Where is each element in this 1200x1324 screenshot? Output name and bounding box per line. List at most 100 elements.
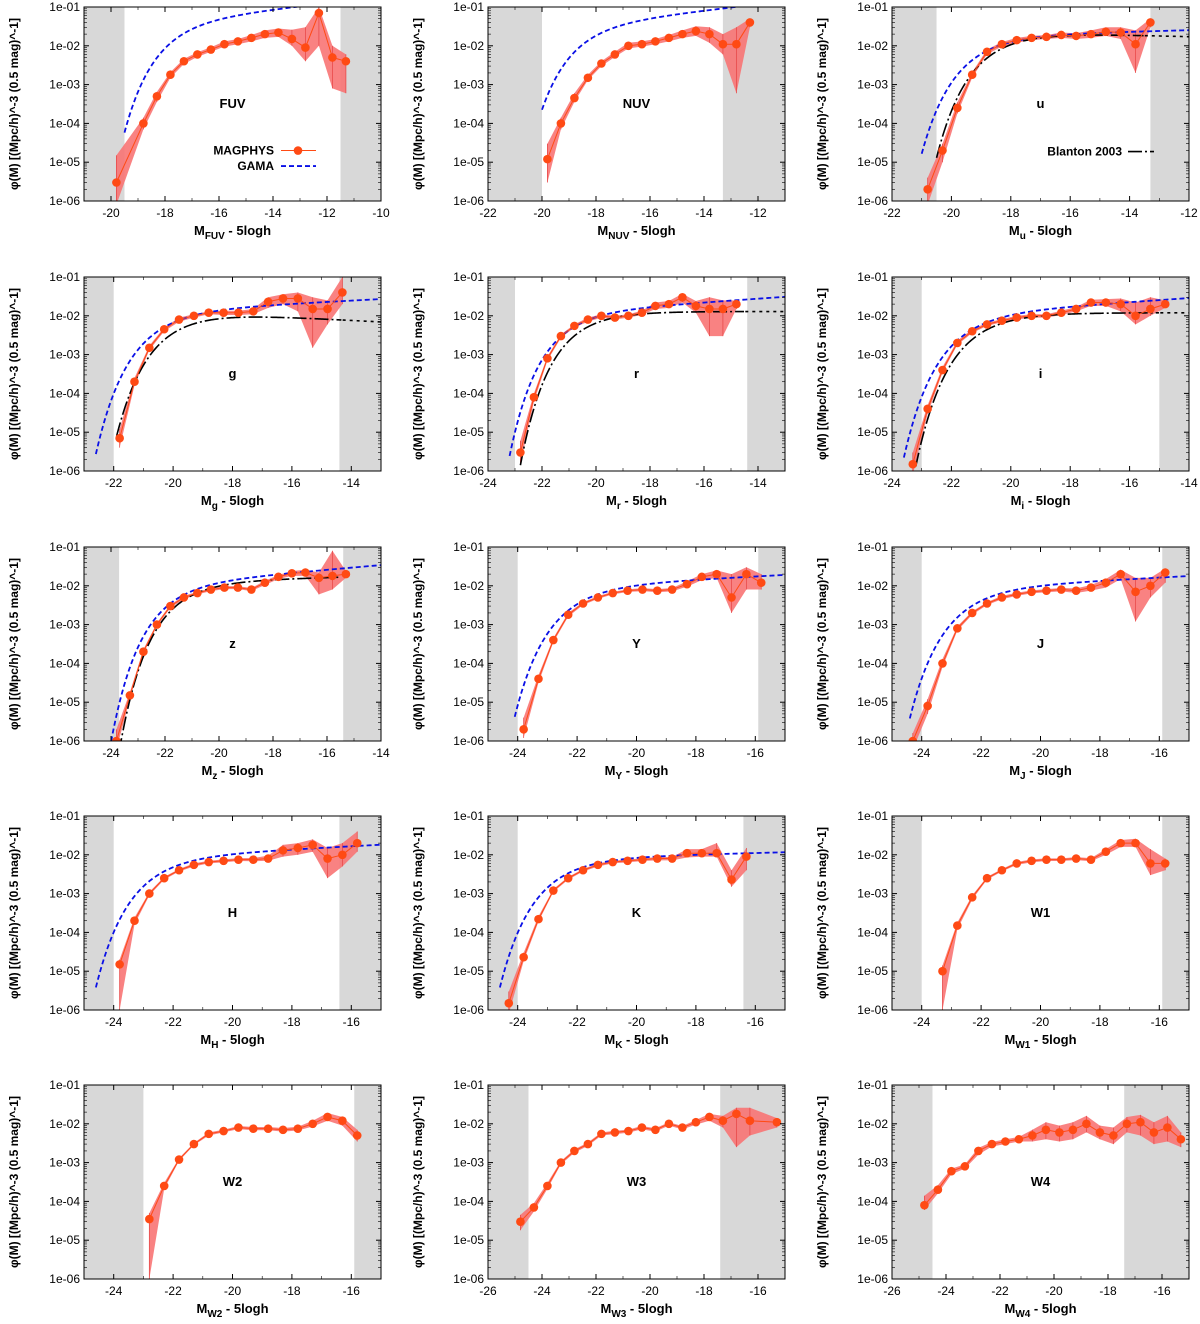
x-tick-label: -20 [1032, 1015, 1050, 1029]
magphys-point [1086, 855, 1096, 864]
x-tick-label: -22 [972, 746, 990, 760]
plot-area [892, 816, 1189, 1010]
shaded-region [1162, 816, 1189, 1010]
legend-blanton-label: Blanton 2003 [1047, 145, 1122, 159]
y-axis-label: φ(M) [(Mpc/h)^-3 (0.5 mag)^-1] [815, 558, 829, 730]
magphys-point [1082, 1119, 1091, 1129]
magphys-point [923, 701, 932, 711]
y-tick-label: 1e-06 [453, 1272, 484, 1286]
magphys-point [1116, 569, 1125, 579]
magphys-point [652, 854, 662, 863]
panel-W1: 1e-06 1e-05 1e-04 1e-03 1e-02 1e-01 -24 -22 -20 -… [815, 809, 1190, 1051]
gama-curve [920, 29, 1189, 154]
x-tick-label: -14 [695, 206, 713, 220]
magphys-point [1042, 32, 1051, 42]
y-tick-label: 1e-03 [857, 618, 888, 632]
magphys-point [204, 857, 214, 867]
panel-W3: 1e-06 1e-05 1e-04 1e-03 1e-02 1e-01 -26 -24 -22 -… [411, 1078, 786, 1320]
x-tick-label: -20 [628, 746, 646, 760]
y-tick-label: 1e-05 [453, 1233, 484, 1247]
y-tick-label: 1e-03 [453, 887, 484, 901]
panel-z: 1e-06 1e-05 1e-04 1e-03 1e-02 1e-01 -24 -22 -20 -… [7, 540, 390, 782]
x-tick-label: -20 [943, 206, 961, 220]
magphys-point [139, 647, 148, 657]
magphys-point [115, 433, 124, 443]
panel-r: 1e-06 1e-05 1e-04 1e-03 1e-02 1e-01 -24 -22 -20 -… [411, 270, 786, 512]
magphys-point [287, 34, 297, 44]
magphys-error-band [116, 550, 346, 741]
magphys-error-band [927, 18, 1151, 201]
x-tick-label: -20 [224, 1284, 242, 1298]
magphys-point [145, 1214, 154, 1224]
x-tick-label: -20 [641, 1284, 659, 1298]
plot-area [892, 1085, 1189, 1279]
axes-frame [487, 276, 786, 472]
x-tick-label: -22 [105, 476, 123, 490]
magphys-point [745, 1116, 755, 1126]
magphys-point [967, 893, 977, 902]
y-tick-label: 1e-06 [453, 194, 484, 208]
magphys-point [308, 304, 317, 314]
x-tick-label: -20 [210, 746, 228, 760]
y-tick-label: 1e-01 [453, 540, 484, 554]
magphys-point [219, 1126, 228, 1136]
magphys-point [1071, 304, 1081, 314]
magphys-point [1160, 299, 1170, 309]
magphys-point [664, 299, 674, 309]
shaded-region [892, 1085, 933, 1279]
band-label: Y [632, 636, 641, 651]
y-tick-label: 1e-03 [453, 78, 484, 92]
magphys-line [927, 22, 1151, 190]
y-tick-label: 1e-04 [453, 1194, 484, 1208]
x-tick-label: -20 [102, 206, 120, 220]
x-axis-label: Mi - 5logh [1011, 493, 1071, 512]
magphys-point [1012, 590, 1022, 599]
magphys-point [678, 1123, 687, 1132]
magphys-point [578, 865, 588, 875]
magphys-point [1146, 581, 1155, 591]
magphys-point [352, 1131, 362, 1140]
x-tick-label: -20 [1032, 746, 1050, 760]
magphys-point [732, 1109, 741, 1119]
magphys-point [206, 45, 216, 54]
magphys-point [301, 568, 310, 577]
magphys-point [1056, 30, 1066, 40]
magphys-error-band [119, 277, 343, 448]
plot-area [488, 816, 785, 1010]
y-tick-label: 1e-01 [453, 809, 484, 823]
magphys-point [1012, 859, 1022, 868]
magphys-point [597, 1129, 606, 1139]
magphys-point [193, 50, 202, 59]
gama-curve [908, 575, 1189, 719]
x-tick-label: -16 [695, 476, 713, 490]
magphys-point [742, 569, 751, 579]
magphys-point [667, 854, 677, 863]
x-tick-label: -24 [913, 746, 931, 760]
magphys-point [1116, 299, 1125, 309]
x-tick-label: -22 [587, 1284, 605, 1298]
magphys-point [691, 26, 701, 36]
magphys-point [293, 1124, 303, 1133]
magphys-point [583, 73, 593, 83]
magphys-point [712, 848, 721, 858]
y-tick-label: 1e-03 [453, 1156, 484, 1170]
y-tick-label: 1e-05 [453, 964, 484, 978]
magphys-point [1041, 1125, 1051, 1135]
magphys-point [1146, 18, 1155, 27]
magphys-point [206, 585, 216, 594]
y-tick-label: 1e-03 [857, 1156, 888, 1170]
magphys-error-band [149, 1112, 358, 1279]
y-tick-label: 1e-04 [857, 386, 888, 400]
x-axis-label: Mg - 5logh [201, 493, 264, 512]
magphys-point [624, 1126, 633, 1136]
y-axis-label: φ(M) [(Mpc/h)^-3 (0.5 mag)^-1] [815, 288, 829, 460]
x-axis-label: MW3 - 5logh [600, 1301, 672, 1320]
magphys-point [543, 354, 552, 363]
magphys-point [756, 578, 766, 588]
magphys-point [1101, 578, 1111, 588]
magphys-point [974, 1146, 983, 1156]
magphys-point [1136, 1117, 1145, 1127]
y-tick-label: 1e-04 [857, 116, 888, 130]
magphys-point [1131, 838, 1140, 848]
blanton-curve-extension [1144, 34, 1189, 38]
